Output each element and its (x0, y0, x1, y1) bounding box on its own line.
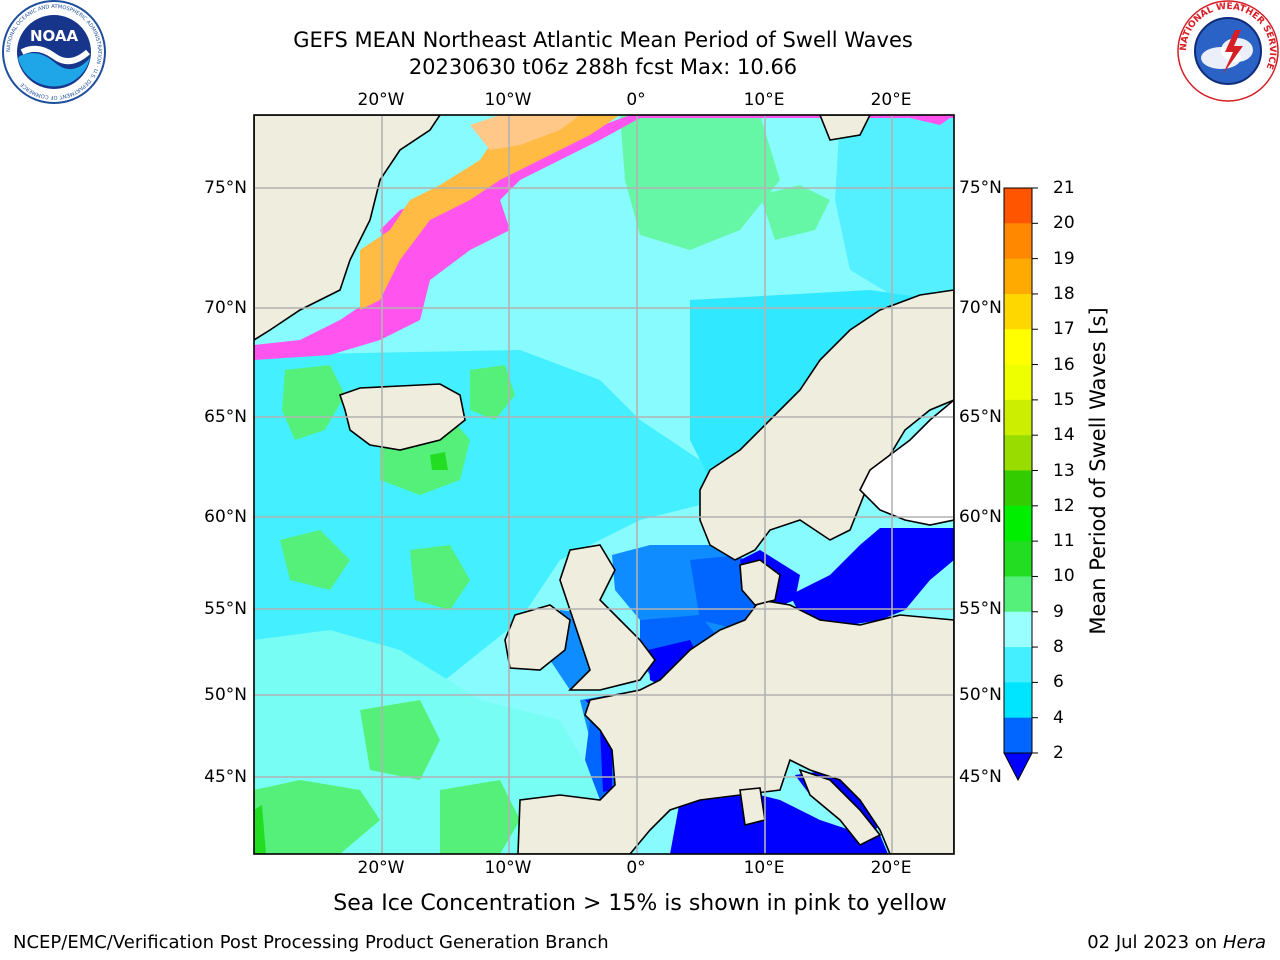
lat-label-right: 45°N (959, 767, 1002, 787)
colorbar-cell (1004, 682, 1032, 719)
colorbar-cell (1004, 647, 1032, 683)
colorbar-cell (1004, 576, 1032, 613)
colorbar-cell (1004, 435, 1032, 471)
colorbar-title: Mean Period of Swell Waves [s] (1086, 307, 1110, 635)
colorbar-cell (1004, 541, 1032, 577)
colorbar-tick-label: 12 (1053, 495, 1075, 516)
colorbar-tick-label: 13 (1053, 460, 1075, 481)
lat-label-left: 75°N (204, 178, 247, 198)
denmark (739, 559, 781, 606)
lat-label-left: 65°N (204, 407, 247, 427)
colorbar-cell (1004, 399, 1032, 436)
sardinia-corsica (739, 787, 766, 826)
colorbar-tick-label: 9 (1053, 601, 1064, 622)
footer-date-text: 02 Jul 2023 on (1087, 932, 1223, 953)
noaa-logo-text: NOAA (30, 27, 79, 45)
svalbard (819, 115, 871, 141)
lat-label-right: 50°N (959, 685, 1002, 705)
colorbar-cell (1004, 258, 1032, 295)
colorbar-cell (1004, 717, 1032, 754)
lon-label-bottom: 10°W (484, 858, 532, 878)
lon-label-bottom: 0° (626, 858, 646, 878)
colorbar-cell (1004, 188, 1032, 224)
greenland (254, 115, 441, 341)
sea-ice-caption: Sea Ice Concentration > 15% is shown in … (333, 891, 947, 916)
colorbar-tick-label: 6 (1053, 672, 1064, 693)
ireland (504, 604, 571, 671)
map-title: GEFS MEAN Northeast Atlantic Mean Period… (293, 28, 913, 52)
lat-label-left: 45°N (204, 767, 247, 787)
map-subtitle: 20230630 t06z 288h fcst Max: 10.66 (408, 55, 798, 79)
great-britain (559, 544, 656, 691)
lat-label-right: 70°N (959, 298, 1002, 318)
colorbar-cell (1004, 505, 1032, 542)
lon-label-bottom: 20°E (870, 858, 912, 878)
lon-label-bottom: 10°E (743, 858, 785, 878)
land-masses (254, 115, 954, 854)
colorbar-cell (1004, 293, 1032, 330)
noaa-logo: NATIONAL OCEANIC AND ATMOSPHERIC ADMINIS… (2, 0, 106, 104)
continental-europe (517, 599, 954, 854)
lat-label-left: 55°N (204, 599, 247, 619)
colorbar-cell (1004, 364, 1032, 401)
lon-label-bottom: 20°W (357, 858, 405, 878)
finland (859, 398, 954, 526)
lat-label-left: 60°N (204, 507, 247, 527)
lon-label-top: 0° (626, 90, 646, 110)
colorbar-tick-label: 4 (1053, 707, 1064, 728)
lat-label-right: 60°N (959, 507, 1002, 527)
lon-label-top: 10°W (484, 90, 532, 110)
colorbar-tick-label: 19 (1053, 248, 1075, 269)
footer-host: Hera (1222, 932, 1266, 953)
colorbar-tick-label: 2 (1053, 743, 1064, 763)
colorbar-cell (1004, 611, 1032, 648)
colorbar-tick-label: 8 (1053, 637, 1064, 658)
lat-label-right: 65°N (959, 407, 1002, 427)
colorbar-tick-label: 21 (1053, 178, 1075, 198)
colorbar-tick-label: 11 (1053, 531, 1075, 552)
italy (798, 768, 882, 847)
lon-label-top: 20°W (357, 90, 405, 110)
sea-ice-field (254, 115, 954, 360)
lon-label-top: 10°E (743, 90, 785, 110)
map-grid (254, 115, 954, 854)
footer-credit: NCEP/EMC/Verification Post Processing Pr… (13, 932, 609, 953)
lat-label-right: 55°N (959, 599, 1002, 619)
colorbar-cell (1004, 223, 1032, 260)
lat-label-right: 75°N (959, 178, 1002, 198)
nws-logo: NATIONAL WEATHER SERVICE (1177, 0, 1279, 102)
colorbar-cell (1004, 329, 1032, 366)
colorbar-tick-label: 18 (1053, 283, 1075, 304)
lon-label-top: 20°E (870, 90, 912, 110)
colorbar-tick-label: 16 (1053, 354, 1075, 375)
colorbar-tick-label: 17 (1053, 319, 1075, 340)
colorbar (1003, 187, 1038, 782)
lat-label-left: 50°N (204, 685, 247, 705)
colorbar-tick-label: 14 (1053, 425, 1075, 446)
colorbar-tick-label: 15 (1053, 389, 1075, 410)
lat-label-left: 70°N (204, 298, 247, 318)
colorbar-cell (1004, 470, 1032, 507)
colorbar-tick-label: 20 (1053, 213, 1075, 234)
map-frame (253, 114, 955, 855)
footer-date: 02 Jul 2023 on Hera (1087, 932, 1266, 954)
colorbar-tick-label: 10 (1053, 566, 1075, 587)
